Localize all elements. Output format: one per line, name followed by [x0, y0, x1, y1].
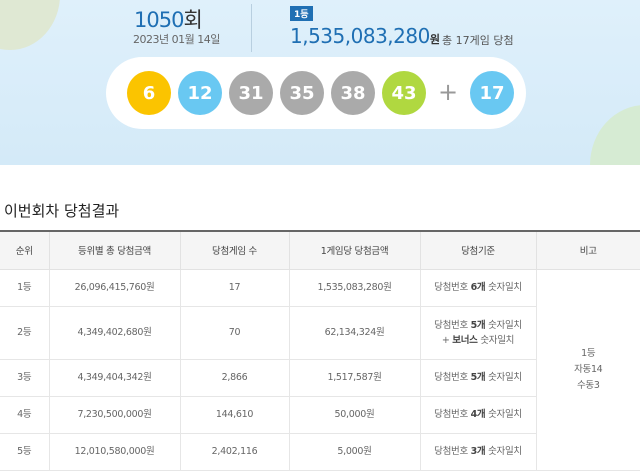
criteria-emphasis: 3개 [470, 446, 486, 457]
criteria-emphasis: 보너스 [452, 334, 478, 346]
decoration-circle [0, 0, 60, 50]
per-game-prize-cell: 5,000원 [288, 432, 421, 471]
rank-cell: 2등 [0, 305, 50, 360]
rank-cell: 1등 [0, 268, 50, 307]
draw-date: 2023년 01월 14일 [133, 33, 220, 46]
per-game-prize-cell: 50,000원 [288, 395, 421, 434]
rank-badge: 1등 [290, 6, 313, 21]
rank-cell: 5등 [0, 432, 50, 471]
criteria-text: 당첨번호 [434, 409, 471, 420]
total-prize-cell: 7,230,500,000원 [48, 395, 181, 434]
results-table: 순위 등위별 총 당첨금액 당첨게임 수 1게임당 당첨금액 당첨기준 비고 1… [0, 230, 640, 471]
decoration-circle [590, 105, 640, 165]
winner-count-cell: 2,402,116 [179, 432, 290, 471]
section-title: 이번회차 당첨결과 [4, 202, 120, 220]
note-line: 자동14 [574, 363, 603, 375]
winner-count-cell: 17 [179, 268, 290, 307]
total-prize-cell: 12,010,580,000원 [48, 432, 181, 471]
winner-count-cell: 2,866 [179, 358, 290, 397]
winner-count-cell: 144,610 [179, 395, 290, 434]
bonus-ball: 17 [470, 71, 514, 115]
winners-count: 총 17게임 당첨 [442, 34, 514, 47]
header-criteria: 당첨기준 [419, 230, 537, 270]
table-row: 5등 12,010,580,000원 2,402,116 5,000원 당첨번호… [0, 432, 640, 471]
criteria-text: 당첨번호 [434, 446, 471, 457]
criteria-text: 숫자일치 [485, 409, 522, 420]
header-total: 등위별 총 당첨금액 [48, 230, 181, 270]
criteria-text: 숫자일치 [485, 319, 522, 331]
criteria-text: + [441, 334, 453, 346]
criteria-text: 숫자일치 [485, 372, 522, 383]
criteria-cell: 당첨번호 6개 숫자일치 [419, 268, 537, 307]
divider [251, 4, 252, 52]
number-ball: 35 [280, 71, 324, 115]
total-prize-cell: 4,349,404,342원 [48, 358, 181, 397]
rank-cell: 3등 [0, 358, 50, 397]
header-rank: 순위 [0, 230, 50, 270]
plus-icon: + [438, 78, 459, 106]
criteria-text: 숫자일치 [477, 334, 515, 346]
total-prize-cell: 26,096,415,760원 [48, 268, 181, 307]
criteria-cell: 당첨번호 3개 숫자일치 [419, 432, 537, 471]
criteria-text: 당첨번호 [434, 282, 471, 293]
criteria-emphasis: 4개 [470, 409, 486, 420]
total-prize-cell: 4,349,402,680원 [48, 305, 181, 360]
first-prize-amount: 1,535,083,280원 [290, 24, 440, 48]
criteria-cell: 당첨번호 5개 숫자일치 [419, 358, 537, 397]
criteria-cell: 당첨번호 5개 숫자일치 + 보너스 숫자일치 [419, 305, 537, 360]
criteria-text: 숫자일치 [485, 446, 522, 457]
header-per-game: 1게임당 당첨금액 [288, 230, 421, 270]
per-game-prize-cell: 62,134,324원 [288, 305, 421, 360]
number-ball: 43 [382, 71, 426, 115]
criteria-cell: 당첨번호 4개 숫자일치 [419, 395, 537, 434]
table-row: 4등 7,230,500,000원 144,610 50,000원 당첨번호 4… [0, 395, 640, 434]
note-line: 1등 [581, 347, 596, 359]
table-row: 2등 4,349,402,680원 70 62,134,324원 당첨번호 5개… [0, 305, 640, 360]
table-row: 1등 26,096,415,760원 17 1,535,083,280원 당첨번… [0, 268, 640, 471]
criteria-emphasis: 6개 [470, 282, 486, 293]
draw-banner: 1050회 2023년 01월 14일 1등 1,535,083,280원 총 … [0, 0, 640, 165]
criteria-text: 당첨번호 [434, 319, 471, 331]
draw-round: 1050회 [134, 8, 203, 32]
per-game-prize-cell: 1,517,587원 [288, 358, 421, 397]
criteria-text: 숫자일치 [485, 282, 522, 293]
note-line: 수동3 [576, 379, 600, 391]
number-ball: 31 [229, 71, 273, 115]
rank-cell: 4등 [0, 395, 50, 434]
winner-count-cell: 70 [179, 305, 290, 360]
number-ball: 12 [178, 71, 222, 115]
criteria-emphasis: 5개 [470, 319, 486, 331]
header-note: 비고 [535, 230, 640, 270]
criteria-text: 당첨번호 [434, 372, 471, 383]
criteria-emphasis: 5개 [470, 372, 486, 383]
per-game-prize-cell: 1,535,083,280원 [288, 268, 421, 307]
header-count: 당첨게임 수 [179, 230, 290, 270]
number-ball: 6 [127, 71, 171, 115]
number-ball: 38 [331, 71, 375, 115]
